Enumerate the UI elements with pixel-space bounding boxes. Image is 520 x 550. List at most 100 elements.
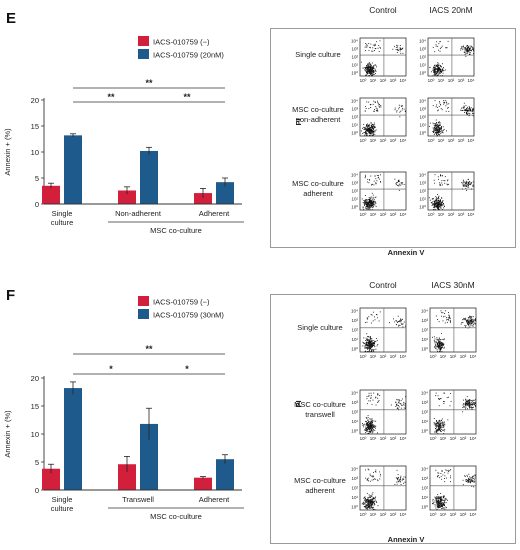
event-dot (469, 181, 471, 182)
event-dot (467, 481, 469, 483)
event-dot (447, 419, 449, 421)
event-dot (370, 506, 372, 508)
event-dot (368, 350, 370, 352)
event-dot (441, 131, 443, 133)
event-dot (470, 47, 471, 49)
event-dot (439, 423, 441, 424)
event-dot (450, 481, 451, 483)
event-dot (433, 67, 435, 68)
event-dot (433, 422, 435, 423)
event-dot (404, 481, 406, 483)
event-dot (380, 181, 382, 183)
legend-label: IACS-010759 (30nM) (153, 311, 224, 320)
event-dot (367, 205, 368, 207)
event-dot (437, 423, 439, 425)
event-dot (367, 425, 369, 426)
event-dot (371, 475, 373, 477)
event-dot (441, 109, 443, 111)
event-dot (401, 398, 403, 400)
event-dot (439, 102, 441, 104)
event-dot (443, 504, 445, 506)
event-dot (372, 503, 374, 505)
event-dot (375, 496, 377, 498)
y-tick-label: 10² (419, 55, 426, 60)
event-dot (433, 203, 435, 205)
event-dot (441, 126, 443, 127)
event-dot (461, 182, 463, 184)
event-dot (373, 67, 375, 69)
event-dot (437, 497, 439, 499)
event-dot (375, 397, 377, 399)
event-dot (439, 122, 441, 123)
event-dot (436, 429, 438, 431)
x-tick-label: 10⁴ (400, 512, 407, 517)
y-tick-label: 10⁴ (351, 173, 358, 178)
event-dot (433, 71, 435, 73)
event-dot (470, 49, 471, 51)
event-dot (366, 126, 368, 128)
event-dot (369, 207, 371, 209)
event-dot (464, 47, 466, 49)
event-dot (434, 67, 436, 69)
event-dot (362, 424, 364, 426)
event-dot (465, 180, 467, 182)
event-dot (397, 180, 399, 182)
event-dot (372, 198, 374, 200)
event-dot (366, 422, 368, 424)
event-dot (363, 424, 364, 426)
event-dot (437, 494, 439, 496)
event-dot (437, 425, 438, 427)
event-dot (368, 128, 370, 130)
event-dot (465, 48, 467, 50)
row-label: adherent (305, 486, 336, 495)
event-dot (369, 129, 371, 131)
event-dot (438, 206, 440, 208)
event-dot (443, 338, 445, 340)
event-dot (441, 428, 443, 430)
event-dot (447, 107, 448, 109)
event-dot (367, 419, 368, 421)
y-tick-label: 15 (31, 122, 39, 131)
event-dot (440, 200, 441, 202)
event-dot (469, 316, 471, 318)
event-dot (396, 469, 398, 471)
event-dot (370, 425, 372, 427)
event-dot (442, 342, 444, 344)
event-dot (370, 64, 372, 65)
event-dot (438, 425, 440, 427)
event-dot (436, 127, 438, 129)
event-dot (368, 341, 370, 343)
event-dot (362, 503, 364, 505)
event-dot (435, 420, 437, 422)
event-dot (439, 71, 441, 73)
event-dot (368, 503, 370, 504)
event-dot (444, 502, 446, 504)
event-dot (439, 342, 441, 344)
event-dot (375, 314, 377, 315)
event-dot (433, 206, 434, 208)
event-dot (436, 423, 438, 425)
event-dot (395, 402, 397, 404)
event-dot (436, 65, 438, 67)
event-dot (438, 63, 440, 65)
event-dot (442, 312, 444, 314)
event-dot (366, 431, 368, 432)
event-dot (463, 184, 464, 186)
x-tick-label: 10³ (458, 138, 465, 143)
event-dot (368, 130, 370, 132)
event-dot (368, 504, 370, 506)
y-tick-label: 10² (351, 328, 358, 333)
x-tick-label: 10² (450, 436, 457, 441)
event-dot (402, 479, 404, 481)
event-dot (368, 339, 370, 341)
event-dot (432, 47, 434, 49)
event-dot (433, 423, 435, 425)
event-dot (474, 404, 476, 406)
event-dot (440, 133, 442, 135)
event-dot (475, 405, 476, 407)
event-dot (365, 504, 367, 506)
event-dot (397, 407, 399, 409)
event-dot (435, 124, 437, 126)
event-dot (372, 429, 374, 431)
event-dot (438, 477, 440, 479)
